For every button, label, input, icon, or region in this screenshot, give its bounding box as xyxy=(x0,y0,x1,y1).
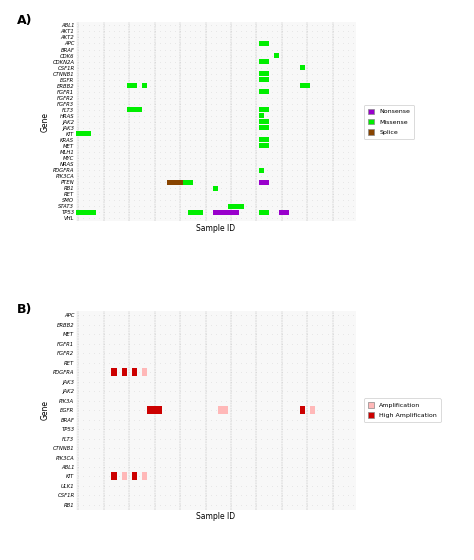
Bar xyxy=(122,368,127,376)
Bar xyxy=(142,83,147,88)
Bar xyxy=(259,108,269,113)
Y-axis label: Gene: Gene xyxy=(41,400,50,420)
Bar xyxy=(259,119,269,124)
Bar xyxy=(259,209,269,214)
Bar xyxy=(259,137,269,142)
Bar xyxy=(259,71,269,76)
Bar xyxy=(76,209,96,214)
Bar xyxy=(76,132,91,137)
Bar xyxy=(111,368,117,376)
Bar xyxy=(259,180,269,185)
Bar xyxy=(132,368,137,376)
Bar xyxy=(142,473,147,480)
X-axis label: Sample ID: Sample ID xyxy=(196,512,235,521)
Legend: Nonsense, Missense, Splice: Nonsense, Missense, Splice xyxy=(364,105,414,139)
Bar xyxy=(300,83,310,88)
Text: B): B) xyxy=(17,303,33,316)
Bar xyxy=(182,180,193,185)
Bar xyxy=(213,185,218,190)
Bar xyxy=(259,41,269,46)
Bar xyxy=(259,113,264,118)
Bar xyxy=(274,53,279,58)
Bar xyxy=(310,406,315,414)
Bar xyxy=(127,108,142,113)
Bar xyxy=(213,209,238,214)
Bar xyxy=(147,406,162,414)
Bar xyxy=(111,473,117,480)
Text: A): A) xyxy=(17,15,33,27)
Bar xyxy=(127,83,137,88)
Bar xyxy=(259,125,269,130)
Y-axis label: Gene: Gene xyxy=(41,112,50,132)
Bar xyxy=(259,77,269,82)
Bar xyxy=(300,406,305,414)
Bar xyxy=(188,209,203,214)
Bar xyxy=(279,209,290,214)
Bar xyxy=(228,204,244,209)
Bar xyxy=(122,473,127,480)
Bar xyxy=(167,180,182,185)
Legend: Amplification, High Amplification: Amplification, High Amplification xyxy=(364,398,441,422)
Bar xyxy=(259,89,269,94)
Bar xyxy=(259,59,269,64)
Bar xyxy=(132,473,137,480)
Bar xyxy=(218,406,228,414)
X-axis label: Sample ID: Sample ID xyxy=(196,224,235,233)
Bar xyxy=(142,368,147,376)
Bar xyxy=(259,167,264,172)
Bar xyxy=(300,65,305,70)
Bar xyxy=(259,143,269,148)
